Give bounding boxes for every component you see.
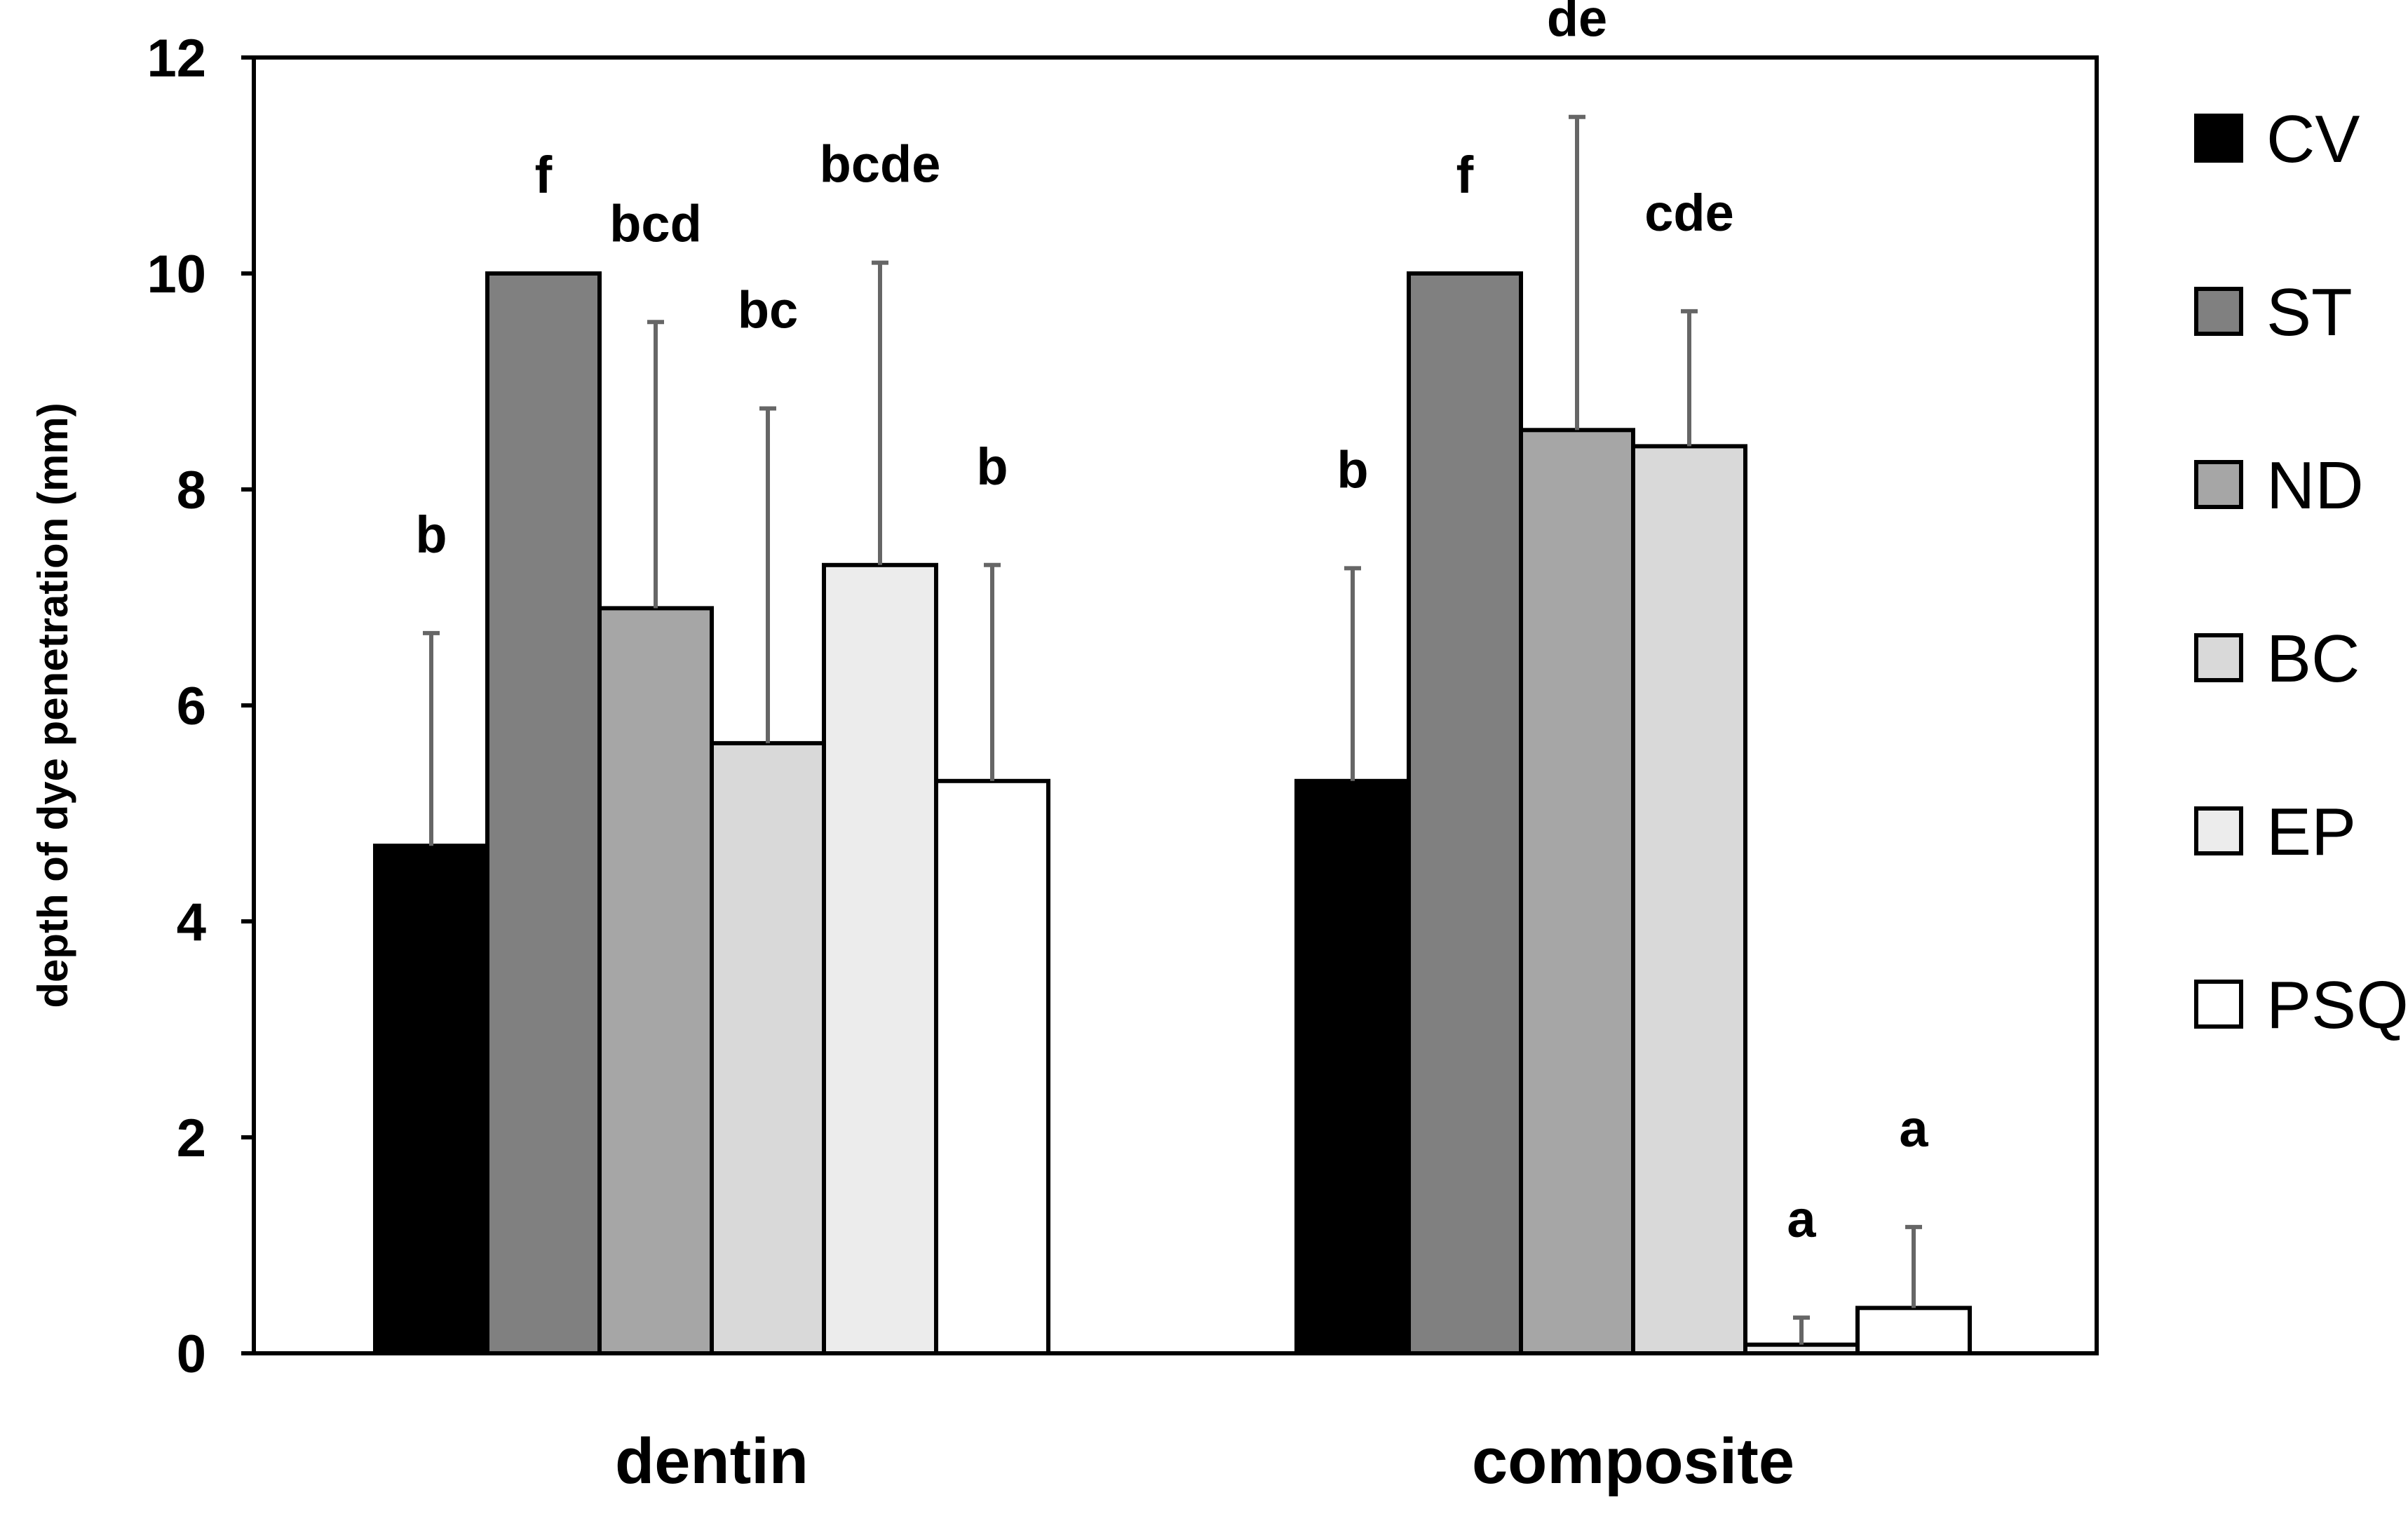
significance-label: b	[976, 438, 1008, 496]
x-category-label: dentin	[615, 1426, 809, 1497]
significance-label: f	[1456, 146, 1474, 204]
significance-label: f	[535, 146, 553, 204]
bar-cv-dentin	[373, 844, 489, 1355]
legend-label: BC	[2266, 621, 2360, 696]
legend-label: EP	[2266, 794, 2356, 869]
significance-label: a	[1787, 1190, 1816, 1248]
legend-label: ST	[2266, 275, 2353, 350]
bar-bc-dentin	[710, 740, 826, 1355]
bar-st-dentin	[485, 271, 602, 1355]
bar-ep-dentin	[822, 562, 938, 1355]
bar-psq-dentin	[934, 778, 1050, 1356]
significance-label: b	[1337, 440, 1368, 499]
y-tick-label: 4	[177, 893, 206, 952]
y-tick-label: 0	[177, 1325, 206, 1384]
y-tick-label: 6	[177, 677, 206, 736]
bar-bc-composite	[1631, 444, 1747, 1355]
bar-nd-composite	[1519, 428, 1635, 1355]
y-tick-label: 8	[177, 461, 206, 520]
legend-label: ND	[2266, 448, 2364, 523]
significance-label: bcd	[609, 194, 702, 252]
significance-label: a	[1899, 1099, 1928, 1158]
legend-swatch-bc	[2194, 633, 2243, 682]
significance-label: cde	[1644, 184, 1734, 242]
y-tick-label: 2	[177, 1109, 206, 1168]
x-category-label: composite	[1472, 1426, 1794, 1497]
significance-label: b	[415, 506, 447, 564]
bar-cv-composite	[1294, 778, 1411, 1356]
legend-swatch-cv	[2194, 114, 2243, 163]
significance-label: de	[1547, 0, 1607, 48]
y-axis-label: depth of dye penetration (mm)	[29, 402, 76, 1008]
legend-swatch-psq	[2194, 980, 2243, 1029]
y-tick-label: 12	[147, 29, 206, 88]
legend-swatch-st	[2194, 287, 2243, 336]
significance-label: bcde	[820, 135, 941, 194]
legend-label: CV	[2266, 102, 2360, 177]
legend-label: PSQ	[2266, 968, 2408, 1043]
significance-label: bc	[738, 281, 798, 339]
bar-psq-composite	[1855, 1306, 1972, 1355]
bar-st-composite	[1407, 271, 1523, 1355]
legend-swatch-ep	[2194, 806, 2243, 855]
y-tick-label: 10	[147, 245, 206, 304]
legend-swatch-nd	[2194, 460, 2243, 509]
bar-nd-dentin	[597, 606, 714, 1355]
